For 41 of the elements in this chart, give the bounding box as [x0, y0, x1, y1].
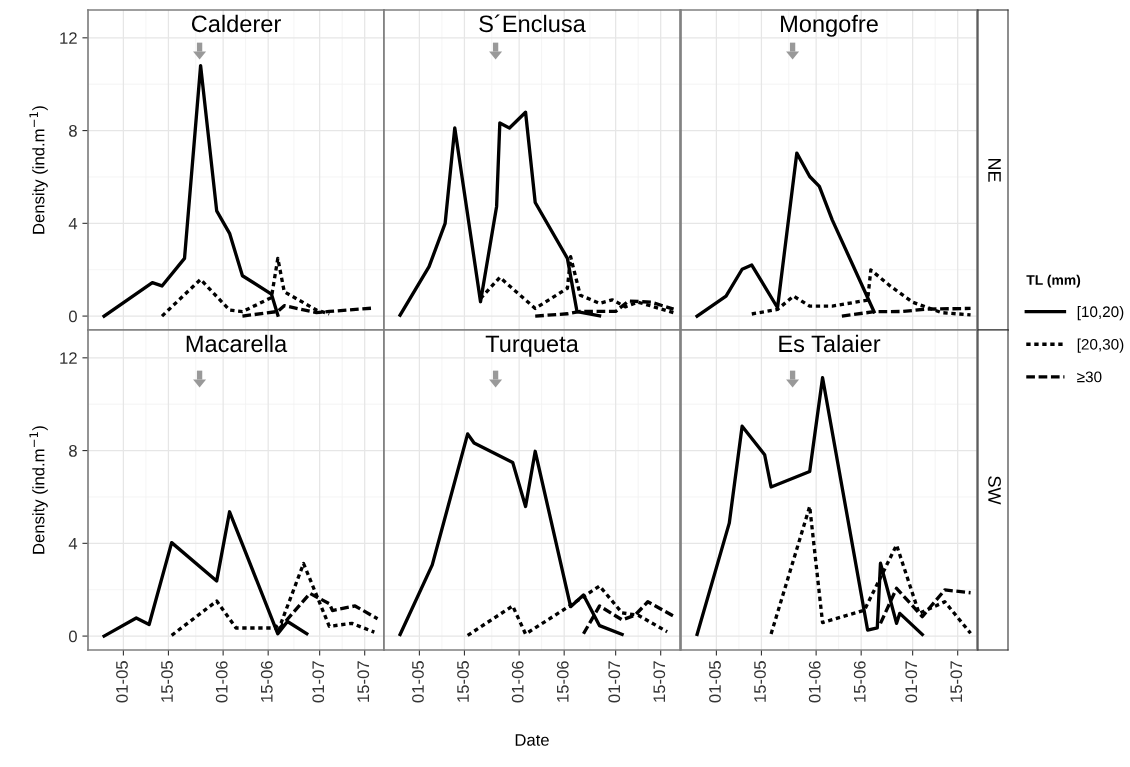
chart-title: S´Enclusa	[479, 14, 586, 33]
y-tick-label: 4	[68, 217, 78, 230]
chart-title: Calderer	[191, 14, 281, 33]
y-tick-label: 8	[69, 124, 77, 137]
x-tick-label: 01-05	[709, 661, 721, 703]
chart-title: Turqueta	[485, 335, 579, 357]
x-tick-label: 15-05	[161, 661, 173, 702]
x-tick-label: 15-07	[950, 661, 963, 702]
y-tick-label: 12	[60, 32, 77, 44]
x-tick-label: 15-06	[260, 661, 273, 702]
x-tick-label: 01-05	[116, 661, 128, 703]
y-tick-label: 0	[68, 310, 77, 323]
chart-title: Mongofre	[781, 14, 878, 37]
x-tick-label: 01-05	[412, 661, 424, 703]
y-tick-label: 4	[68, 537, 78, 550]
x-tick-label: 15-06	[853, 661, 866, 702]
x-tick-label: 01-07	[905, 661, 918, 703]
chart-title: Es Talaier	[779, 334, 881, 353]
text: SW	[988, 476, 1001, 505]
x-tick-label: 15-05	[754, 661, 766, 702]
x-tick-label: 15-07	[653, 661, 666, 702]
y-tick-label: 12	[60, 352, 77, 364]
text: NE	[988, 158, 1001, 182]
x-tick-label: 01-06	[511, 661, 524, 703]
x-tick-label: 01-06	[215, 661, 228, 703]
x-tick-label: 01-07	[608, 661, 621, 703]
x-tick-label: 15-05	[457, 661, 469, 702]
legend-label: ≥30	[1077, 371, 1102, 383]
x-tick-label: 01-06	[808, 661, 821, 703]
y-tick-label: 0	[68, 630, 77, 643]
x-axis-title: Date	[515, 734, 549, 746]
y-tick-label: 8	[69, 444, 77, 457]
x-tick-label: 15-07	[357, 661, 370, 702]
y-axis-title: Density (ind.m$^{−1}$)	[29, 426, 48, 554]
y-axis-title: Density (ind.m$^{−1}$)	[29, 106, 48, 234]
chart-title: Macarella	[186, 334, 288, 353]
legend-title: TL (mm)	[1026, 274, 1081, 288]
x-tick-label: 15-06	[556, 661, 569, 702]
legend-label: [20,30)	[1077, 338, 1124, 353]
x-tick-label: 01-07	[312, 661, 325, 703]
legend-label: [10,20)	[1077, 305, 1124, 321]
